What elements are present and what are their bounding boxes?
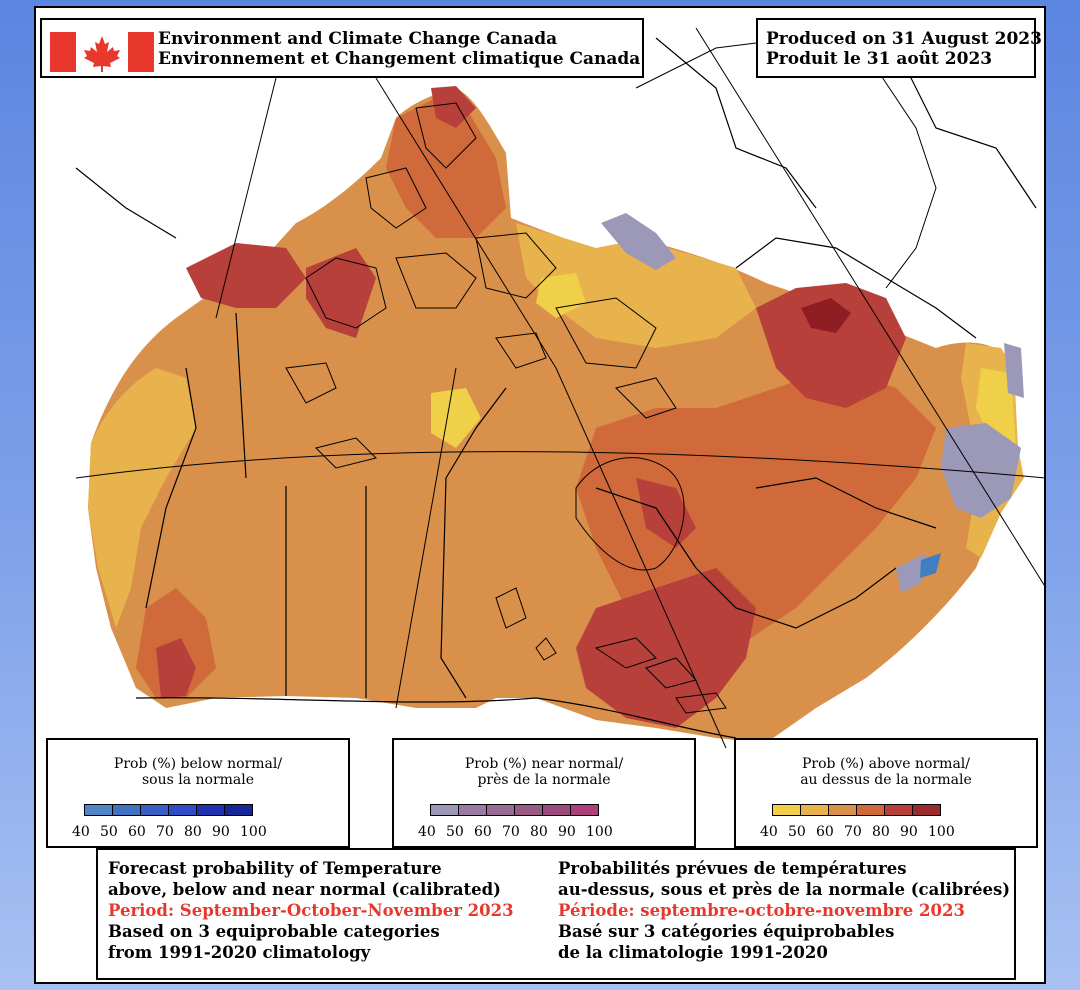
description-en-line4: Based on 3 equiprobable categories bbox=[108, 922, 440, 941]
boundary-lines bbox=[75, 37, 1037, 739]
legend-above-swatch bbox=[773, 804, 801, 816]
legend-near-swatch bbox=[571, 804, 599, 816]
region-above-80-bc-south bbox=[156, 638, 196, 698]
region-above-80-ontario bbox=[576, 568, 756, 728]
legend-above-tick: 100 bbox=[928, 824, 955, 840]
region-near-40-newfoundland bbox=[896, 553, 926, 593]
legend-near-title-line2: près de la normale bbox=[477, 772, 611, 788]
legend-above-normal: Prob (%) above normal/ au dessus de la n… bbox=[734, 738, 1038, 848]
description-en-period: Period: September-October-November 2023 bbox=[108, 901, 514, 920]
description-en-line5: from 1991-2020 climatology bbox=[108, 943, 371, 962]
legend-near-swatch bbox=[515, 804, 543, 816]
legend-near-tick: 50 bbox=[446, 824, 464, 840]
legend-near-swatch bbox=[459, 804, 487, 816]
legend-above-tick: 70 bbox=[844, 824, 862, 840]
legend-above-tick: 80 bbox=[872, 824, 890, 840]
canada-flag-icon bbox=[50, 32, 154, 72]
produced-date-box: Produced on 31 August 2023 Produit le 31… bbox=[756, 18, 1042, 78]
legend-below-title-line2: sous la normale bbox=[141, 772, 255, 788]
region-above-40-central bbox=[431, 388, 481, 448]
legend-below-swatch bbox=[113, 804, 141, 816]
legend-above-ticks: 40 50 60 70 80 90 100 bbox=[760, 824, 956, 840]
produced-date-fr: Produit le 31 août 2023 bbox=[766, 49, 993, 69]
legend-above-swatches bbox=[772, 804, 941, 816]
legend-below-swatches bbox=[84, 804, 253, 816]
region-above-40-arctic bbox=[536, 273, 586, 318]
legend-below-normal: Prob (%) below normal/ sous la normale 4… bbox=[46, 738, 350, 848]
legend-above-swatch bbox=[885, 804, 913, 816]
legend-above-tick: 60 bbox=[816, 824, 834, 840]
legend-below-title-line1: Prob (%) below normal/ bbox=[113, 756, 283, 772]
description-fr-line1: Probabilités prévues de températures bbox=[558, 859, 907, 878]
region-near-40-east-edge bbox=[1004, 343, 1024, 398]
region-above-80-arctic-west bbox=[306, 248, 376, 338]
legend-below-swatch bbox=[169, 804, 197, 816]
region-above-90-labrador bbox=[801, 298, 851, 333]
legend-near-tick: 90 bbox=[558, 824, 576, 840]
legend-below-tick: 100 bbox=[240, 824, 267, 840]
description-english: Forecast probability of Temperature abov… bbox=[108, 858, 514, 963]
legend-near-tick: 80 bbox=[530, 824, 548, 840]
legend-below-tick: 50 bbox=[100, 824, 118, 840]
legend-near-tick: 60 bbox=[474, 824, 492, 840]
region-above-80-yukon bbox=[186, 243, 306, 308]
legend-above-title-line1: Prob (%) above normal/ bbox=[802, 756, 970, 772]
forecast-map bbox=[75, 27, 1044, 749]
region-above-70-ontario-quebec bbox=[576, 368, 936, 648]
legend-below-tick: 40 bbox=[72, 824, 90, 840]
legend-near-swatch bbox=[487, 804, 515, 816]
legend-below-tick: 70 bbox=[156, 824, 174, 840]
legend-above-tick: 40 bbox=[760, 824, 778, 840]
graticule-lines bbox=[75, 27, 1044, 749]
legend-near-swatches bbox=[430, 804, 599, 816]
legend-above-swatch bbox=[801, 804, 829, 816]
legend-below-swatch bbox=[197, 804, 225, 816]
legend-near-swatch bbox=[431, 804, 459, 816]
region-above-50-west-coast bbox=[88, 368, 196, 628]
region-below-40-nova-scotia bbox=[920, 553, 941, 578]
legend-below-swatch bbox=[141, 804, 169, 816]
legend-near-tick: 100 bbox=[586, 824, 613, 840]
legend-near-title-line1: Prob (%) near normal/ bbox=[464, 756, 624, 772]
legend-below-swatch bbox=[225, 804, 253, 816]
greenland-outline bbox=[635, 37, 937, 289]
description-french: Probabilités prévues de températures au-… bbox=[558, 858, 1010, 963]
legend-near-tick: 70 bbox=[502, 824, 520, 840]
map-frame: Environment and Climate Change Canada En… bbox=[34, 6, 1046, 984]
legend-above-tick: 50 bbox=[788, 824, 806, 840]
arctic-islands bbox=[285, 102, 677, 469]
legend-near-swatch bbox=[543, 804, 571, 816]
legend-below-ticks: 40 50 60 70 80 90 100 bbox=[72, 824, 268, 840]
description-en-line2: above, below and near normal (calibrated… bbox=[108, 880, 501, 899]
description-fr-line4: Basé sur 3 catégories équiprobables bbox=[558, 922, 895, 941]
legend-above-swatch bbox=[829, 804, 857, 816]
description-fr-period: Période: septembre-octobre-novembre 2023 bbox=[558, 901, 965, 920]
description-fr-line5: de la climatologie 1991-2020 bbox=[558, 943, 828, 962]
legend-above-tick: 90 bbox=[900, 824, 918, 840]
region-near-40-atlantic bbox=[941, 423, 1021, 518]
legend-above-swatch bbox=[857, 804, 885, 816]
region-above-50-arctic bbox=[516, 223, 756, 348]
legend-below-tick: 80 bbox=[184, 824, 202, 840]
legend-below-tick: 90 bbox=[212, 824, 230, 840]
legend-below-tick: 60 bbox=[128, 824, 146, 840]
description-fr-line2: au-dessus, sous et près de la normale (c… bbox=[558, 880, 1011, 899]
description-en-line1: Forecast probability of Temperature bbox=[108, 859, 442, 878]
produced-date-en: Produced on 31 August 2023 bbox=[766, 29, 1042, 49]
legend-near-tick: 40 bbox=[418, 824, 436, 840]
region-near-40-greenland-coast bbox=[601, 213, 676, 270]
lake-outlines bbox=[495, 457, 727, 714]
legend-near-ticks: 40 50 60 70 80 90 100 bbox=[418, 824, 614, 840]
legend-above-swatch bbox=[913, 804, 941, 816]
agency-name-en: Environment and Climate Change Canada bbox=[158, 29, 558, 49]
legend-below-swatch bbox=[85, 804, 113, 816]
legend-above-title-line2: au dessus de la normale bbox=[800, 772, 972, 788]
agency-header: Environment and Climate Change Canada En… bbox=[40, 18, 644, 78]
agency-name-fr: Environnement et Changement climatique C… bbox=[158, 49, 641, 69]
forecast-description-box: Forecast probability of Temperature abov… bbox=[96, 848, 1016, 980]
region-above-80-labrador bbox=[756, 283, 906, 408]
legend-near-normal: Prob (%) near normal/ près de la normale… bbox=[392, 738, 696, 848]
